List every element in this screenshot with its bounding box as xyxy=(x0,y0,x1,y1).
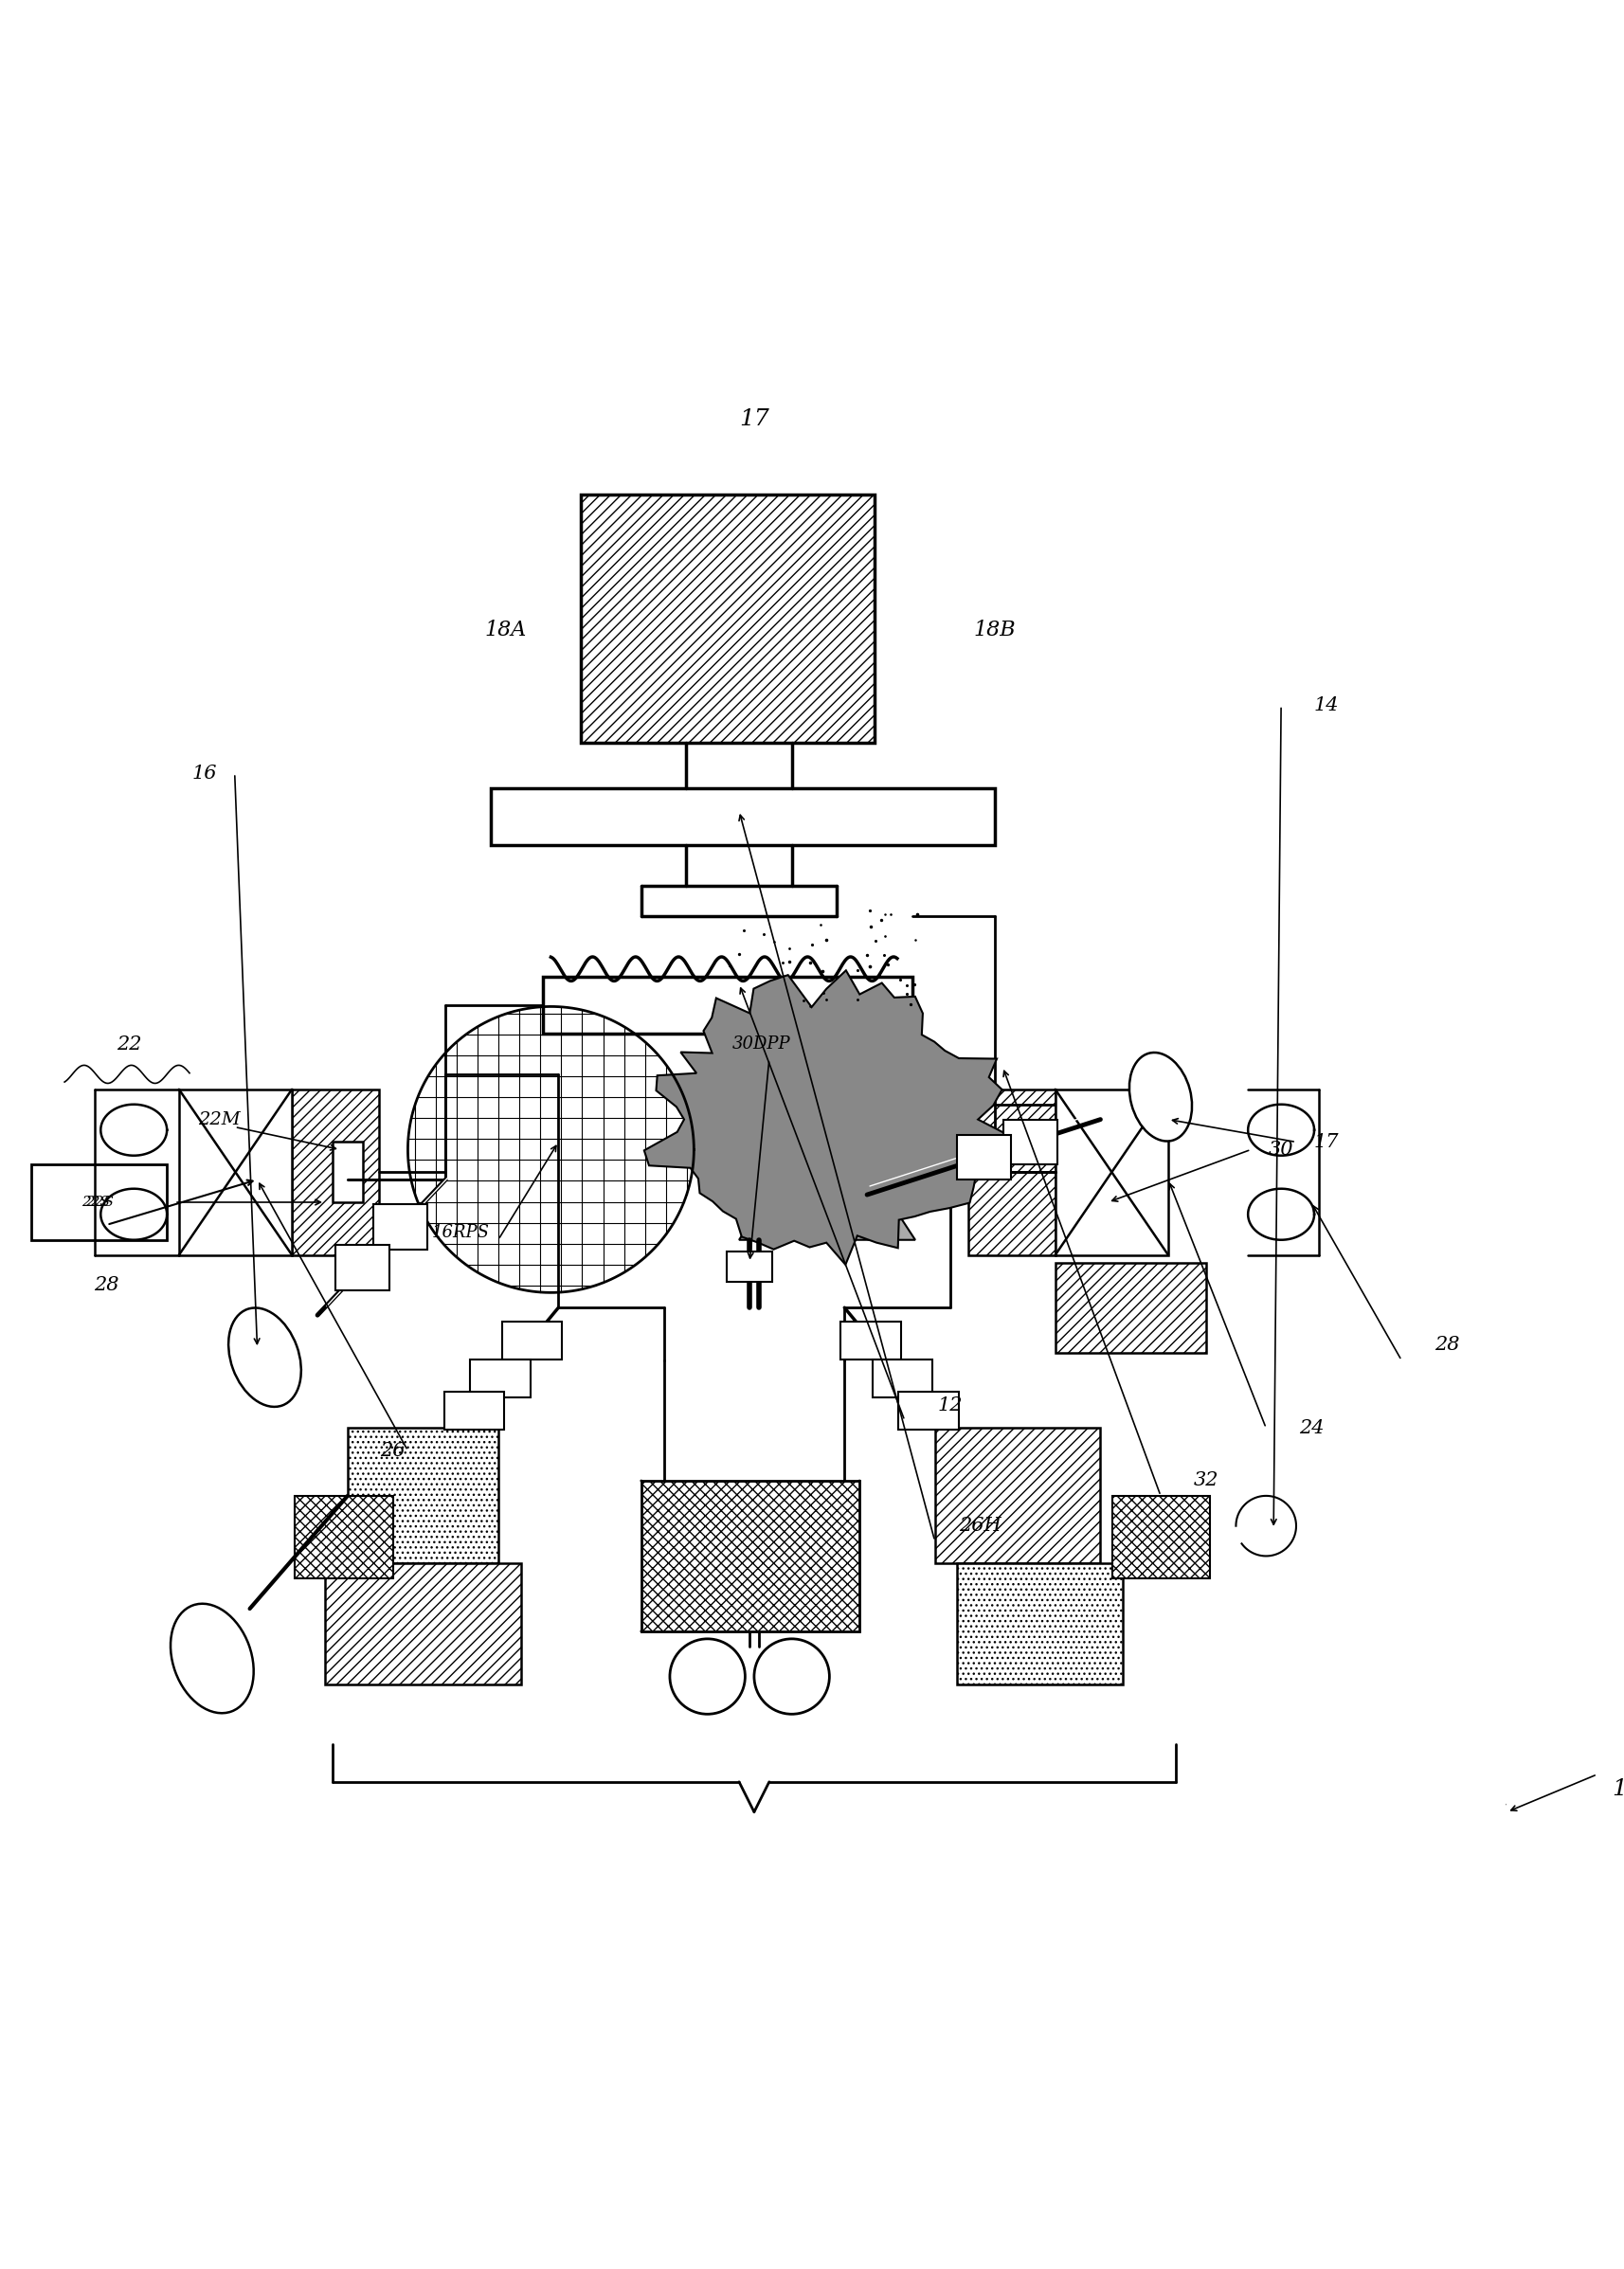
Text: 22S: 22S xyxy=(84,1196,114,1209)
Text: 32: 32 xyxy=(1194,1473,1218,1491)
Text: 22: 22 xyxy=(117,1035,141,1053)
Bar xyxy=(581,495,875,742)
Bar xyxy=(348,1427,499,1563)
Bar xyxy=(957,1134,1010,1180)
Text: 30DPP: 30DPP xyxy=(732,1035,791,1053)
Bar xyxy=(374,1205,427,1250)
Bar xyxy=(296,1495,393,1579)
Bar xyxy=(935,1427,1101,1563)
Bar xyxy=(1004,1119,1057,1164)
Bar xyxy=(544,976,913,1035)
Bar xyxy=(872,1359,932,1398)
Bar xyxy=(335,1246,390,1291)
Ellipse shape xyxy=(229,1307,300,1407)
Bar xyxy=(968,1089,1056,1255)
Polygon shape xyxy=(645,971,1007,1264)
Text: 28: 28 xyxy=(94,1275,119,1293)
Text: 22S: 22S xyxy=(81,1196,110,1209)
Text: 14: 14 xyxy=(1314,697,1338,715)
Bar xyxy=(292,1089,380,1255)
Bar xyxy=(490,787,996,846)
Bar xyxy=(502,1321,562,1359)
Text: 26H: 26H xyxy=(958,1518,1000,1534)
Text: 17: 17 xyxy=(739,408,770,431)
Text: 22M: 22M xyxy=(198,1112,240,1128)
Text: 16: 16 xyxy=(192,765,218,783)
Ellipse shape xyxy=(1129,1053,1192,1141)
Bar xyxy=(1112,1495,1210,1579)
Bar xyxy=(1056,1262,1207,1352)
Bar xyxy=(728,1252,771,1282)
Text: 18A: 18A xyxy=(484,619,526,640)
Bar xyxy=(471,1359,531,1398)
Bar xyxy=(1056,1089,1168,1255)
Text: 12: 12 xyxy=(937,1395,963,1414)
Bar xyxy=(841,1321,901,1359)
Text: 24: 24 xyxy=(1299,1418,1324,1436)
Bar xyxy=(31,1164,167,1239)
Text: 26: 26 xyxy=(380,1441,406,1459)
Bar xyxy=(325,1563,521,1684)
Text: 28: 28 xyxy=(1434,1336,1460,1355)
Text: 16RPS: 16RPS xyxy=(432,1223,489,1241)
Text: 30: 30 xyxy=(1268,1141,1294,1159)
Polygon shape xyxy=(739,1105,916,1239)
Text: 17: 17 xyxy=(1314,1132,1338,1150)
Bar xyxy=(443,1391,503,1429)
Text: 10: 10 xyxy=(1613,1779,1624,1799)
Bar xyxy=(179,1089,292,1255)
Ellipse shape xyxy=(171,1604,253,1713)
Bar xyxy=(958,1563,1124,1684)
Bar xyxy=(898,1391,958,1429)
Bar xyxy=(333,1141,362,1203)
Text: 18B: 18B xyxy=(974,619,1017,640)
Bar xyxy=(641,1482,859,1631)
